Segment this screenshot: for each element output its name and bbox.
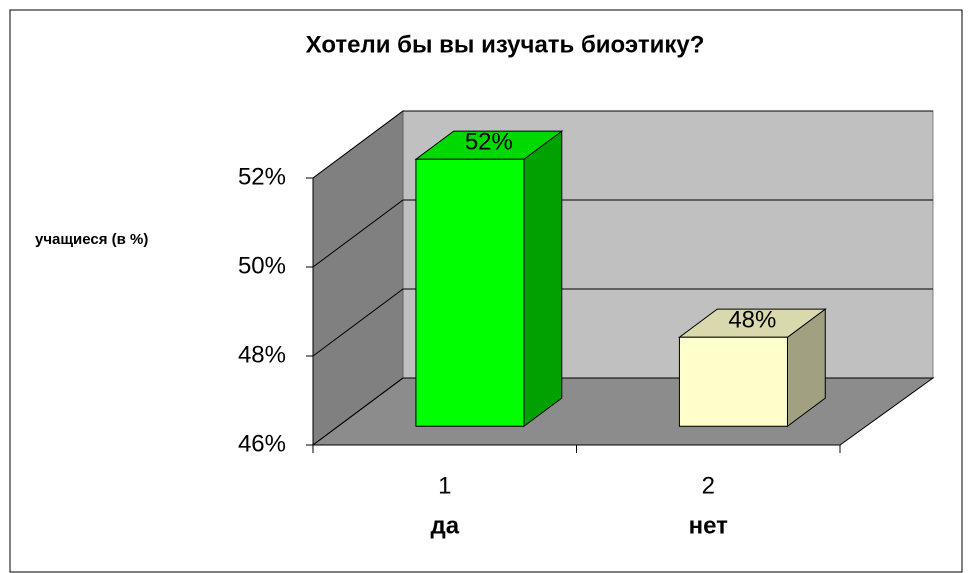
grid-line [312,110,933,179]
value-label: 52% [465,129,513,156]
y-tick-label: 50% [238,252,286,279]
y-tick-label: 48% [238,341,286,368]
x-tick-label: 2 [702,472,715,499]
bar-side [523,130,563,428]
y-tick-label: 46% [238,430,286,457]
x-category-label: да [430,512,459,539]
value-label: 48% [728,307,776,334]
floor [311,377,935,446]
chart-title: Хотели бы вы изучать биоэтику? [306,31,705,58]
x-category-label: нет [689,512,729,539]
bar [415,158,525,427]
bar [678,336,788,427]
grid-line [312,199,933,268]
y-axis-title: учащиеся (в %) [35,231,148,248]
x-tick-label: 1 [438,472,451,499]
y-tick-label: 52% [238,163,286,190]
grid-line [312,288,933,357]
